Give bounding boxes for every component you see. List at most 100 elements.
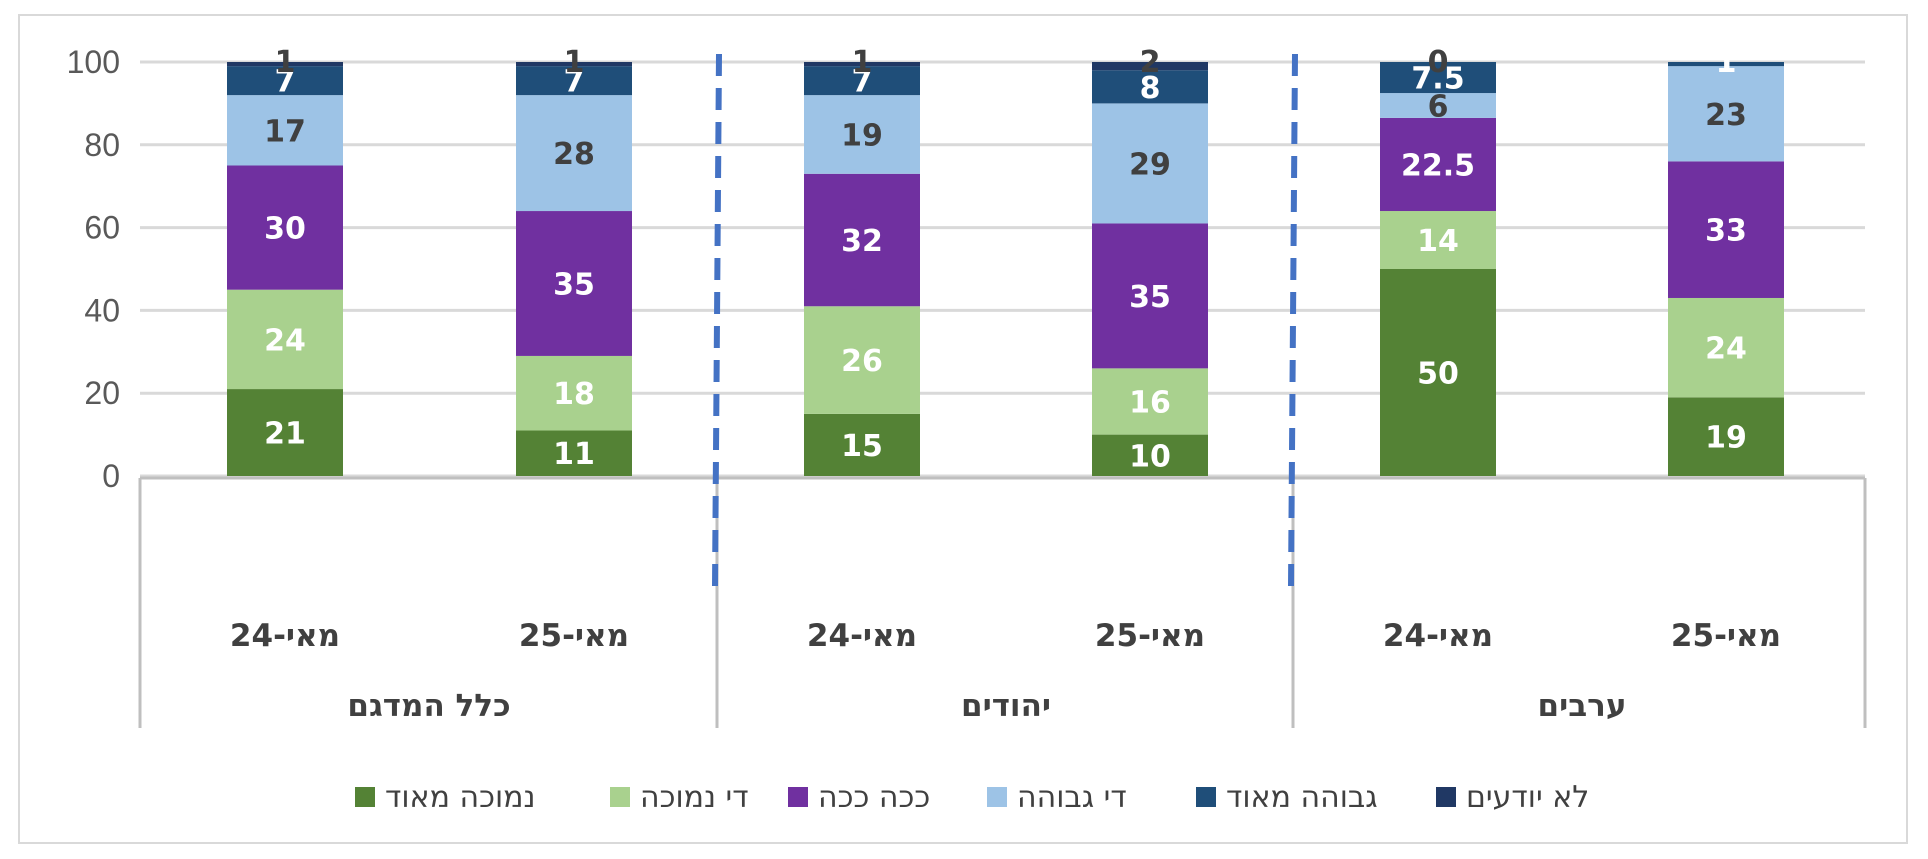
bar-segment bbox=[1668, 397, 1784, 476]
x-group-label: כלל המדגם bbox=[347, 688, 510, 724]
bar-data-label: 1 bbox=[1716, 45, 1737, 80]
legend-label: די נמוכה bbox=[640, 780, 749, 815]
bar-data-label: 33 bbox=[1705, 214, 1747, 249]
bar-data-label: 17 bbox=[264, 114, 306, 149]
bar-segment bbox=[1092, 70, 1208, 104]
bar-segment bbox=[1668, 66, 1784, 162]
legend-swatch bbox=[1196, 787, 1216, 807]
bar-data-label: 10 bbox=[1129, 439, 1171, 474]
bar-segment bbox=[1092, 368, 1208, 435]
bar-data-label: 1 bbox=[275, 45, 296, 80]
bar-segment bbox=[1668, 62, 1784, 67]
x-category-label: מאי-24 bbox=[807, 618, 917, 654]
y-tick-label: 80 bbox=[84, 127, 120, 163]
x-category-label: מאי-25 bbox=[519, 618, 629, 654]
bar-segment bbox=[516, 355, 632, 431]
bar-segment bbox=[516, 211, 632, 356]
bar-segment bbox=[804, 306, 920, 414]
legend-swatch bbox=[610, 787, 630, 807]
y-tick-label: 0 bbox=[102, 458, 120, 494]
bar-data-label: 8 bbox=[1140, 71, 1161, 106]
y-tick-label: 60 bbox=[84, 210, 120, 246]
bar-data-label: 19 bbox=[1705, 421, 1747, 456]
bar-data-label: 29 bbox=[1129, 147, 1171, 182]
legend-swatch bbox=[788, 787, 808, 807]
bar-data-label: 16 bbox=[1129, 385, 1171, 420]
bar-segment bbox=[1092, 434, 1208, 476]
bar-segment bbox=[1380, 269, 1496, 476]
bar-data-label: 18 bbox=[553, 377, 595, 412]
bar-segment bbox=[1380, 62, 1496, 94]
bar-data-label: 28 bbox=[553, 137, 595, 172]
bar-data-label: 14 bbox=[1417, 224, 1459, 259]
bar-data-label: 35 bbox=[553, 267, 595, 302]
x-category-label: מאי-24 bbox=[1383, 618, 1493, 654]
bar-data-label: 24 bbox=[1705, 332, 1747, 367]
legend-label: גבוהה מאוד bbox=[1226, 780, 1378, 815]
bar-segment bbox=[227, 165, 343, 290]
bar-segment bbox=[516, 62, 632, 67]
bar-data-label: 7.5 bbox=[1411, 62, 1464, 97]
bar-segment bbox=[804, 413, 920, 476]
bar-data-label: 22.5 bbox=[1401, 148, 1475, 183]
bar-data-label: 21 bbox=[264, 417, 306, 452]
bar-data-label: 15 bbox=[841, 429, 883, 464]
x-category-label: מאי-24 bbox=[230, 618, 340, 654]
legend-label: די גבוהה bbox=[1017, 780, 1127, 815]
bar-segment bbox=[804, 62, 920, 67]
legend-swatch bbox=[987, 787, 1007, 807]
bar-data-label: 1 bbox=[564, 45, 585, 80]
bar-data-label: 6 bbox=[1428, 89, 1449, 124]
bar-data-label: 0 bbox=[1428, 45, 1449, 80]
bar-segment bbox=[1668, 297, 1784, 398]
bar-segment bbox=[804, 173, 920, 307]
x-group-label: יהודים bbox=[961, 688, 1051, 724]
bar-segment bbox=[1668, 161, 1784, 298]
bar-segment bbox=[1380, 93, 1496, 118]
bar-data-label: 7 bbox=[564, 65, 585, 100]
bar-data-label: 30 bbox=[264, 212, 306, 247]
bar-data-label: 32 bbox=[841, 224, 883, 259]
bar-data-label: 24 bbox=[264, 323, 306, 358]
bar-segment bbox=[804, 66, 920, 96]
bar-segment bbox=[516, 95, 632, 212]
bar-segment bbox=[1380, 117, 1496, 212]
group-separator-dashed-line bbox=[1288, 53, 1298, 587]
bar-segment bbox=[1092, 103, 1208, 224]
bar-segment bbox=[227, 62, 343, 67]
y-tick-label: 20 bbox=[84, 375, 120, 411]
group-separator-dashed-line bbox=[712, 53, 722, 587]
legend-swatch bbox=[1436, 787, 1456, 807]
x-category-label: מאי-25 bbox=[1095, 618, 1205, 654]
bar-data-label: 2 bbox=[1140, 45, 1161, 80]
bar-data-label: 1 bbox=[852, 45, 873, 80]
chart-frame: 0 20 40 60 80 100 21 24 30 17 7 1 11 18 35 28 7 1 15 26 32 19… bbox=[18, 14, 1908, 844]
bar-segment bbox=[804, 95, 920, 174]
bar-data-label: 7 bbox=[275, 65, 296, 100]
bar-segment bbox=[227, 389, 343, 476]
legend-label: ככה ככה bbox=[818, 780, 930, 815]
bar-segment bbox=[227, 95, 343, 166]
bar-segment bbox=[1092, 223, 1208, 369]
bar-data-label: 23 bbox=[1705, 98, 1747, 133]
bar-data-label: 26 bbox=[841, 344, 883, 379]
x-category-label: מאי-25 bbox=[1671, 618, 1781, 654]
stacked-bar-chart: 0204060801002124301771111835287115263219… bbox=[67, 44, 1867, 815]
bar-data-label: 11 bbox=[553, 437, 595, 472]
bar-segment bbox=[227, 289, 343, 390]
x-group-label: ערבים bbox=[1538, 688, 1627, 724]
bar-segment bbox=[516, 430, 632, 476]
bar-data-label: 19 bbox=[841, 118, 883, 153]
y-tick-label: 100 bbox=[67, 44, 120, 80]
legend-label: לא יודעים bbox=[1466, 780, 1589, 815]
bar-data-label: 50 bbox=[1417, 357, 1459, 392]
bar-data-label: 7 bbox=[852, 65, 873, 100]
y-tick-label: 40 bbox=[84, 292, 120, 328]
bar-segment bbox=[1380, 211, 1496, 269]
bar-segment bbox=[1092, 62, 1208, 71]
legend-label: נמוכה מאוד bbox=[385, 780, 536, 815]
legend-swatch bbox=[355, 787, 375, 807]
bar-segment bbox=[227, 66, 343, 96]
bar-segment bbox=[516, 66, 632, 96]
bar-data-label: 35 bbox=[1129, 280, 1171, 315]
